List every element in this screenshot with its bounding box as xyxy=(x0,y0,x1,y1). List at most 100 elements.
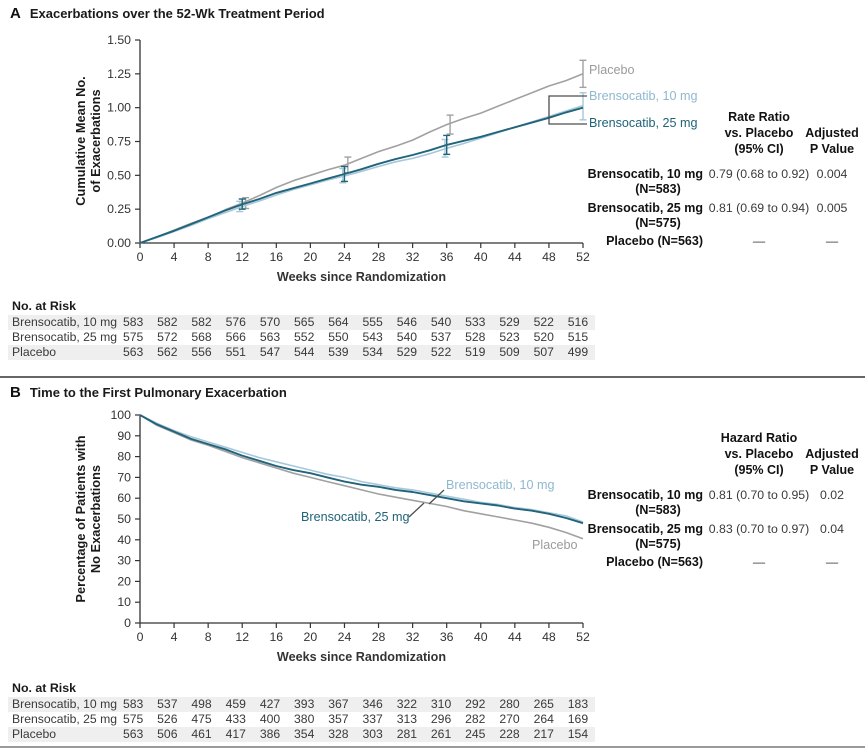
risk-cell: 540 xyxy=(396,330,418,344)
risk-cell: 572 xyxy=(157,330,178,344)
y-tick-label: 0.00 xyxy=(107,236,131,250)
risk-row-label: Brensocatib, 25 mg xyxy=(12,330,118,344)
curve-label-placebo-a: Placebo xyxy=(589,63,635,77)
risk-cell: 427 xyxy=(259,697,281,711)
stats-a-row2-name: Brensocatib, 25 mg xyxy=(587,201,703,215)
risk-table-a-title: No. at Risk xyxy=(12,299,77,313)
stats-b-row3-name: Placebo (N=563) xyxy=(606,555,703,569)
curve-label-brensocatib25-a: Brensocatib, 25 mg xyxy=(589,116,698,130)
risk-cell: 534 xyxy=(362,345,383,359)
stats-b-row1-value: 0.81 (0.70 to 0.95) xyxy=(708,488,810,502)
x-tick-label: 4 xyxy=(171,630,178,644)
curve-label-placebo-b: Placebo xyxy=(532,538,578,552)
risk-row-label: Placebo xyxy=(12,345,57,359)
curve-label-brensocatib10-b: Brensocatib, 10 mg xyxy=(446,478,555,492)
risk-cell: 540 xyxy=(430,315,452,329)
risk-cell: 296 xyxy=(430,712,452,726)
y-tick-label: 0.25 xyxy=(107,202,131,216)
risk-cell: 499 xyxy=(567,345,589,359)
stats-a-row3-name: Placebo (N=563) xyxy=(606,234,703,248)
x-tick-label: 52 xyxy=(576,630,590,644)
x-tick-label: 24 xyxy=(338,630,352,644)
panel-a-title-text: Exacerbations over the 52-Wk Treatment P… xyxy=(29,6,325,21)
risk-cell: 564 xyxy=(328,315,349,329)
risk-cell: 515 xyxy=(567,330,589,344)
x-tick-label: 8 xyxy=(205,630,212,644)
risk-cell: 328 xyxy=(328,727,349,741)
risk-table-b: No. at Risk Brensocatib, 10 mg 583 537 498 4… xyxy=(8,681,595,742)
risk-cell: 529 xyxy=(499,315,520,329)
error-bar xyxy=(340,165,348,183)
x-tick-label: 40 xyxy=(474,630,488,644)
y-tick-label: 1.25 xyxy=(107,67,131,81)
series-line-brensocatib-25-mg xyxy=(139,414,584,525)
risk-cell: 550 xyxy=(328,330,349,344)
risk-cell: 575 xyxy=(122,712,144,726)
curve-label-brensocatib25-b: Brensocatib, 25 mg xyxy=(301,510,410,524)
y-tick-label: 0.75 xyxy=(107,135,131,149)
risk-cell: 322 xyxy=(396,697,418,711)
panel-a-letter: A xyxy=(10,5,21,22)
x-axis-label: Weeks since Randomization xyxy=(277,270,446,284)
panel-a-title: A Exacerbations over the 52-Wk Treatment … xyxy=(10,5,325,23)
x-tick-label: 44 xyxy=(508,630,522,644)
error-bar xyxy=(446,114,454,135)
stats-a-row1-p: 0.004 xyxy=(816,167,848,181)
risk-cell: 461 xyxy=(191,727,212,741)
x-axis-label: Weeks since Randomization xyxy=(277,650,446,664)
y-tick-label: 1.00 xyxy=(107,101,131,115)
risk-cell: 400 xyxy=(259,712,281,726)
risk-cell: 169 xyxy=(567,712,589,726)
risk-row: Brensocatib, 10 mg 583 582 582 576 570 565 564 5… xyxy=(8,315,595,330)
risk-cell: 357 xyxy=(328,712,349,726)
x-tick-label: 20 xyxy=(304,630,318,644)
stats-b-row2-n: (N=575) xyxy=(635,537,681,551)
y-tick-label: 70 xyxy=(117,470,131,484)
x-tick-label: 12 xyxy=(235,630,249,644)
risk-cell: 583 xyxy=(122,697,144,711)
y-tick-label: 60 xyxy=(117,491,131,505)
risk-row: Brensocatib, 10 mg 583 537 498 459 427 393 367 3… xyxy=(8,697,595,712)
risk-cell: 556 xyxy=(191,345,212,359)
risk-cell: 526 xyxy=(157,712,178,726)
x-tick-label: 40 xyxy=(474,250,488,264)
leader-line-25mg xyxy=(408,502,425,518)
risk-cell: 523 xyxy=(499,330,520,344)
risk-cell: 533 xyxy=(465,315,486,329)
risk-cell: 537 xyxy=(157,697,178,711)
risk-cell: 528 xyxy=(465,330,486,344)
stats-b-row3-value: — xyxy=(752,555,766,569)
risk-cell: 563 xyxy=(122,345,144,359)
risk-cell: 393 xyxy=(294,697,315,711)
risk-cell: 433 xyxy=(225,712,246,726)
risk-cell: 547 xyxy=(259,345,281,359)
panel-b-title: B Time to the First Pulmonary Exacerbatio… xyxy=(10,384,287,402)
risk-cell: 539 xyxy=(328,345,349,359)
panel-b-title-text: Time to the First Pulmonary Exacerbation xyxy=(29,385,287,400)
risk-cell: 563 xyxy=(259,330,281,344)
y-tick-label: 0 xyxy=(124,616,131,630)
stats-a-rate-ratio-header: Rate Ratio vs. Placebo (95% CI) xyxy=(724,110,794,156)
risk-row-label: Brensocatib, 25 mg xyxy=(12,712,118,726)
stats-b-row1-p: 0.02 xyxy=(820,488,844,502)
risk-cell: 582 xyxy=(157,315,178,329)
risk-table-b-title: No. at Risk xyxy=(12,681,77,695)
x-tick-label: 0 xyxy=(137,250,144,264)
risk-cell: 354 xyxy=(294,727,315,741)
stats-b-row3-p: — xyxy=(825,555,839,569)
stats-b-row2-value: 0.83 (0.70 to 0.97) xyxy=(708,522,810,536)
y-tick-label: 90 xyxy=(117,429,131,443)
x-tick-label: 48 xyxy=(542,630,556,644)
risk-cell: 537 xyxy=(430,330,452,344)
risk-cell: 576 xyxy=(225,315,246,329)
x-tick-label: 28 xyxy=(372,250,386,264)
risk-cell: 509 xyxy=(499,345,520,359)
risk-cell: 544 xyxy=(294,345,315,359)
panel-a-y-axis-label: Cumulative Mean No. of Exacerbations xyxy=(73,76,103,206)
risk-cell: 546 xyxy=(396,315,418,329)
risk-cell: 380 xyxy=(294,712,315,726)
risk-cell: 570 xyxy=(259,315,281,329)
x-tick-label: 20 xyxy=(304,250,318,264)
risk-cell: 154 xyxy=(567,727,589,741)
